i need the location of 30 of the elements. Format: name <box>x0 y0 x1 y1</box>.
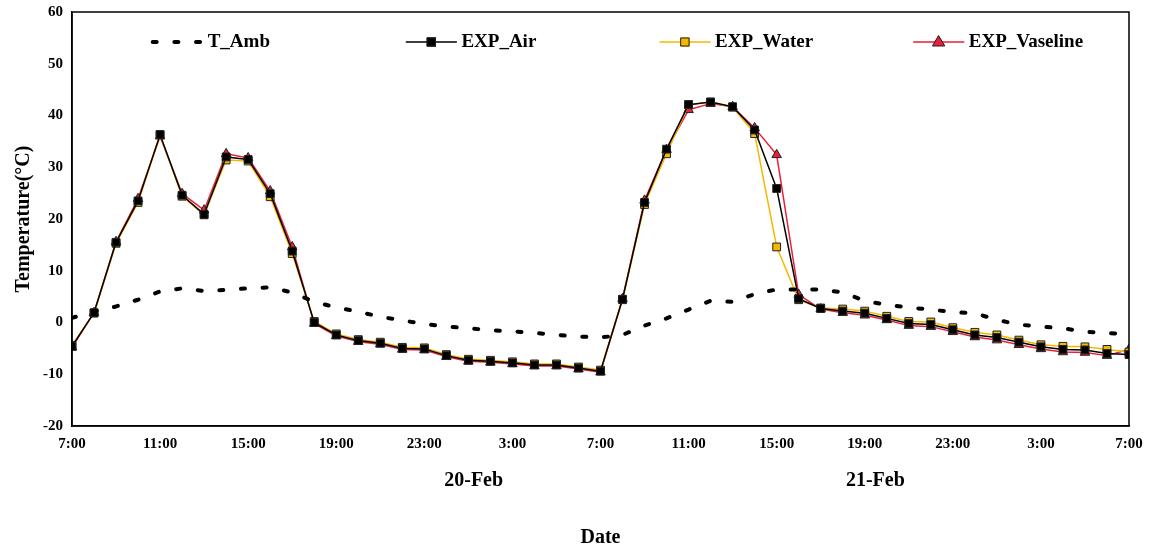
legend-label: EXP_Air <box>461 29 537 51</box>
y-tick-label: -20 <box>43 416 63 433</box>
y-tick-label: 0 <box>55 313 63 330</box>
x-tick-label: 11:00 <box>142 434 178 451</box>
x-tick-label: 23:00 <box>406 434 442 451</box>
y-tick-label: 60 <box>48 2 63 19</box>
y-tick-label: 10 <box>48 261 63 278</box>
text: 21-Feb <box>845 468 905 491</box>
x-tick-label: 23:00 <box>935 434 971 451</box>
x-tick-label: 3:00 <box>1027 434 1055 451</box>
x-tick-label: 19:00 <box>847 434 883 451</box>
y-tick-label: 30 <box>48 158 63 175</box>
legend-label: EXP_Vaseline <box>968 29 1084 51</box>
y-tick-label: -10 <box>43 365 63 382</box>
legend-label: EXP_Water <box>715 29 814 51</box>
x-tick-label: 3:00 <box>498 434 527 451</box>
legend-label: T_Amb <box>207 29 270 51</box>
y-tick-label: 40 <box>48 106 63 123</box>
x-axis-title: Date <box>580 525 621 548</box>
x-tick-label: 11:00 <box>671 434 706 451</box>
x-tick-label: 15:00 <box>759 434 795 451</box>
x-tick-label: 7:00 <box>58 434 86 451</box>
y-tick-label: 50 <box>48 54 63 71</box>
y-axis-title: Temperature(°C) <box>11 145 35 293</box>
y-tick-label: 20 <box>48 209 63 226</box>
text: 20-Feb <box>444 468 504 491</box>
x-tick-label: 15:00 <box>230 434 266 451</box>
x-tick-label: 19:00 <box>318 434 354 451</box>
x-tick-label: 7:00 <box>586 434 615 451</box>
x-tick-label: 7:00 <box>1115 434 1143 451</box>
